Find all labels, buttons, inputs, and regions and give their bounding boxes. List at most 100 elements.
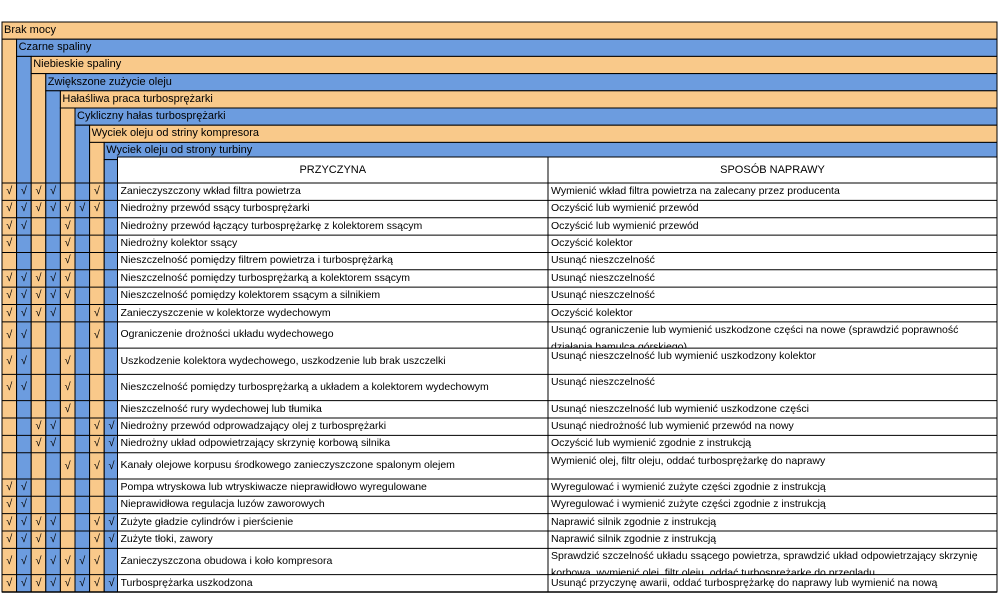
check-mark: √ bbox=[50, 555, 57, 568]
check-mark: √ bbox=[64, 555, 71, 568]
symptom-label: Wyciek oleju od strony turbiny bbox=[106, 144, 253, 157]
cause-cell: Zanieczyszczenie w kolektorze wydechowym bbox=[120, 306, 331, 319]
cause-cell: Nieszczelność pomiędzy kolektorem ssącym… bbox=[120, 289, 381, 302]
check-mark: √ bbox=[64, 202, 71, 215]
symptom-label: Czarne spaliny bbox=[18, 41, 92, 54]
check-mark: √ bbox=[93, 306, 100, 319]
check-mark: √ bbox=[64, 237, 71, 250]
symptom-label: Cykliczny hałas turbosprężarki bbox=[77, 110, 226, 122]
check-mark: √ bbox=[35, 555, 42, 568]
remedy-cell: Usunąć nieszczelność bbox=[551, 376, 655, 389]
check-mark: √ bbox=[6, 480, 13, 493]
check-mark: √ bbox=[20, 202, 27, 215]
check-mark: √ bbox=[64, 459, 71, 472]
check-mark: √ bbox=[20, 306, 27, 319]
remedy-cell: Usunąć nieszczelność bbox=[551, 271, 655, 284]
check-mark: √ bbox=[50, 576, 57, 589]
check-mark: √ bbox=[79, 555, 86, 568]
cause-column-header: PRZYCZYNA bbox=[299, 164, 367, 176]
check-mark: √ bbox=[6, 355, 13, 368]
check-mark: √ bbox=[6, 515, 13, 528]
check-mark: √ bbox=[50, 289, 57, 302]
remedy-cell: Wyregulować i wymienić zużyte części zgo… bbox=[551, 498, 826, 511]
check-mark: √ bbox=[35, 202, 42, 215]
cause-cell: Zużyte gładzie cylindrów i pierścienie bbox=[120, 515, 294, 528]
check-mark: √ bbox=[108, 459, 115, 472]
check-mark: √ bbox=[35, 419, 42, 432]
check-mark: √ bbox=[6, 328, 13, 341]
cause-cell: Niedrożny układ odpowietrzający skrzynię… bbox=[120, 437, 391, 450]
cause-cell: Turbosprężarka uszkodzona bbox=[120, 576, 253, 589]
check-mark: √ bbox=[64, 381, 71, 394]
check-mark: √ bbox=[20, 289, 27, 302]
remedy-cell: Usunąć nieszczelność lub wymienić uszkod… bbox=[551, 402, 809, 415]
check-mark: √ bbox=[6, 576, 13, 589]
check-mark: √ bbox=[6, 202, 13, 215]
check-mark: √ bbox=[64, 576, 71, 589]
check-mark: √ bbox=[79, 202, 86, 215]
cause-cell: Zużyte tłoki, zawory bbox=[120, 533, 213, 546]
cause-cell: Nieszczelność rury wydechowej lub tłumik… bbox=[120, 402, 322, 415]
cause-cell: Kanały olejowe korpusu środkowego zaniec… bbox=[120, 459, 455, 472]
check-mark: √ bbox=[93, 419, 100, 432]
remedy-cell: Usunąć nieszczelność lub wymienić uszkod… bbox=[551, 350, 816, 363]
check-mark: √ bbox=[50, 271, 57, 284]
check-mark: √ bbox=[20, 185, 27, 197]
cause-cell: Nieszczelność pomiędzy turbosprężarką a … bbox=[120, 380, 489, 393]
check-mark: √ bbox=[35, 576, 42, 589]
check-mark: √ bbox=[93, 202, 100, 215]
remedy-cell: Oczyścić lub wymienić przewód bbox=[551, 219, 699, 232]
check-mark: √ bbox=[93, 533, 100, 546]
cause-cell: Niedrożny kolektor ssący bbox=[120, 237, 238, 250]
cause-cell: Niedrożny przewód łączący turbosprężarkę… bbox=[120, 219, 423, 232]
remedy-cell: Naprawić silnik zgodnie z instrukcją bbox=[551, 533, 717, 546]
check-mark: √ bbox=[108, 437, 115, 450]
check-mark: √ bbox=[6, 289, 13, 302]
check-mark: √ bbox=[6, 219, 13, 232]
check-mark: √ bbox=[50, 419, 57, 432]
check-mark: √ bbox=[6, 555, 13, 568]
check-mark: √ bbox=[79, 576, 86, 589]
check-mark: √ bbox=[64, 289, 71, 302]
remedy-cell: Usunąć niedrożność lub wymienić przewód … bbox=[551, 419, 794, 432]
check-mark: √ bbox=[108, 515, 115, 528]
symptom-label: Zwiększone zużycie oleju bbox=[47, 75, 172, 88]
check-mark: √ bbox=[6, 306, 13, 319]
cause-cell: Niedrożny przewód odprowadzający olej z … bbox=[120, 419, 387, 432]
check-mark: √ bbox=[20, 328, 27, 341]
check-mark: √ bbox=[50, 185, 57, 197]
check-mark: √ bbox=[6, 498, 13, 511]
check-mark: √ bbox=[20, 498, 27, 511]
remedy-cell: Usunąć ograniczenie lub wymienić uszkodz… bbox=[551, 323, 959, 349]
cause-cell: Nieszczelność pomiędzy filtrem powietrza… bbox=[120, 254, 394, 267]
check-mark: √ bbox=[20, 355, 27, 368]
remedy-cell: Sprawdzić szczelność układu ssącego powi… bbox=[551, 550, 978, 575]
remedy-cell: Wymienić wkład filtra powietrza na zalec… bbox=[551, 185, 840, 197]
cause-cell: Nieprawidłowa regulacja luzów zaworowych bbox=[120, 498, 325, 511]
remedy-cell: Oczyścić lub wymienić przewód bbox=[551, 202, 699, 215]
symptom-label: Wyciek oleju od striny kompresora bbox=[91, 127, 259, 140]
check-mark: √ bbox=[50, 533, 57, 546]
check-mark: √ bbox=[93, 459, 100, 472]
check-mark: √ bbox=[108, 533, 115, 546]
check-mark: √ bbox=[35, 289, 42, 302]
remedy-cell: Usunąć przyczynę awarii, oddać turbosprę… bbox=[551, 576, 938, 589]
check-mark: √ bbox=[35, 533, 42, 546]
symptom-label: Brak mocy bbox=[4, 24, 56, 36]
cause-cell: Nieszczelność pomiędzy turbosprężarką a … bbox=[120, 271, 410, 284]
remedy-cell: Naprawić silnik zgodnie z instrukcją bbox=[551, 515, 717, 528]
check-mark: √ bbox=[93, 576, 100, 589]
remedy-column-header: SPOSÓB NAPRAWY bbox=[720, 164, 825, 176]
remedy-cell: Usunąć nieszczelność bbox=[551, 254, 655, 267]
check-mark: √ bbox=[64, 219, 71, 232]
symptom-label: Niebieskie spaliny bbox=[33, 58, 122, 71]
check-mark: √ bbox=[20, 381, 27, 394]
remedy-cell: Wyregulować i wymienić zużyte części zgo… bbox=[551, 480, 826, 493]
check-mark: √ bbox=[93, 185, 100, 197]
cause-cell: Zanieczyszczona obudowa i koło kompresor… bbox=[120, 555, 333, 567]
check-mark: √ bbox=[50, 515, 57, 528]
check-mark: √ bbox=[20, 533, 27, 546]
check-mark: √ bbox=[93, 515, 100, 528]
check-mark: √ bbox=[93, 328, 100, 341]
